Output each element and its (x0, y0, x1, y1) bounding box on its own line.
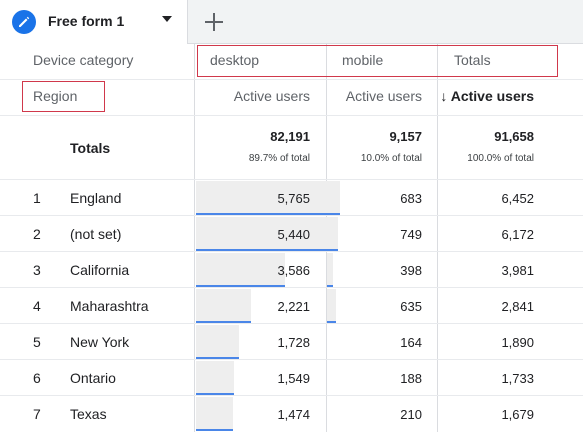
totals-label: Totals (70, 140, 111, 156)
desktop-value: 5,440 (277, 227, 310, 242)
row-divider (0, 323, 583, 324)
desktop-bar (196, 253, 285, 286)
desktop-bar (196, 217, 331, 250)
mobile-value: 188 (400, 371, 422, 386)
plus-icon[interactable] (198, 6, 230, 38)
mobile-bar-underline (327, 285, 333, 287)
desktop-value: 1,549 (277, 371, 310, 386)
total-value: 3,981 (501, 263, 534, 278)
row-index: 7 (33, 406, 41, 422)
column-mobile[interactable]: mobile (342, 52, 384, 68)
pencil-icon (12, 10, 36, 34)
mobile-bar-underline (327, 213, 340, 215)
total-value: 6,452 (501, 191, 534, 206)
desktop-value: 2,221 (277, 299, 310, 314)
column-desktop[interactable]: desktop (210, 52, 260, 68)
row-index: 5 (33, 334, 41, 350)
column-divider (437, 44, 438, 432)
column-divider (194, 44, 195, 432)
totals-grand: 91,658 (494, 129, 534, 144)
totals-mobile: 9,157 (389, 129, 422, 144)
row-divider (0, 287, 583, 288)
totals-desktop: 82,191 (270, 129, 310, 144)
metric-header-desktop[interactable]: Active users (233, 88, 310, 104)
region-name: Maharashtra (70, 298, 149, 314)
row-index: 4 (33, 298, 41, 314)
sort-arrow-icon: ↓ (440, 88, 448, 104)
desktop-value: 1,474 (277, 407, 310, 422)
column-totals[interactable]: Totals (454, 52, 491, 68)
row-divider (0, 115, 583, 116)
total-value: 2,841 (501, 299, 534, 314)
mobile-bar (327, 181, 340, 214)
totals-desktop-percent: 89.7% of total (248, 153, 310, 164)
tab-free-form-1[interactable]: Free form 1 (0, 0, 188, 44)
row-index: 3 (33, 262, 41, 278)
total-value: 1,679 (501, 407, 534, 422)
dimension-label: Device category (33, 52, 134, 68)
row-divider (0, 215, 583, 216)
mobile-value: 635 (400, 299, 422, 314)
desktop-value: 5,765 (277, 191, 310, 206)
desktop-bar (196, 181, 339, 214)
tab-bar: Free form 1 (0, 0, 583, 44)
chevron-down-icon[interactable] (162, 16, 172, 22)
mobile-value: 164 (400, 335, 422, 350)
mobile-value: 210 (400, 407, 422, 422)
region-highlight (22, 81, 105, 112)
total-value: 1,733 (501, 371, 534, 386)
total-value: 1,890 (501, 335, 534, 350)
desktop-bar-underline (196, 249, 331, 251)
mobile-bar (327, 289, 336, 322)
region-name: Ontario (70, 370, 116, 386)
desktop-bar (196, 361, 234, 394)
region-name: (not set) (70, 226, 122, 242)
device-columns-highlight (197, 45, 558, 77)
row-index: 6 (33, 370, 41, 386)
metric-header-totals[interactable]: ↓ Active users (440, 88, 534, 104)
desktop-bar-underline (196, 285, 285, 287)
desktop-bar-underline (196, 393, 234, 395)
row-dimension-label[interactable]: Region (33, 88, 78, 104)
mobile-value: 398 (400, 263, 422, 278)
desktop-bar-underline (196, 321, 251, 323)
row-divider (0, 359, 583, 360)
desktop-bar (196, 325, 239, 358)
total-value: 6,172 (501, 227, 534, 242)
row-divider (0, 395, 583, 396)
region-name: England (70, 190, 122, 206)
desktop-bar (196, 289, 251, 322)
metric-header-mobile[interactable]: Active users (345, 88, 422, 104)
mobile-bar (327, 217, 338, 250)
desktop-value: 3,586 (277, 263, 310, 278)
row-divider (0, 179, 583, 180)
row-divider (0, 251, 583, 252)
tab-title: Free form 1 (48, 13, 125, 29)
desktop-bar-underline (196, 429, 233, 431)
totals-grand-percent: 100.0% of total (467, 153, 534, 164)
row-divider (0, 79, 583, 80)
mobile-value: 683 (400, 191, 422, 206)
mobile-bar (327, 253, 333, 286)
row-index: 2 (33, 226, 41, 242)
mobile-bar-underline (327, 249, 338, 251)
region-name: Texas (70, 406, 107, 422)
region-name: New York (70, 334, 130, 350)
metric-header-totals-label: Active users (450, 88, 534, 104)
row-index: 1 (33, 190, 41, 206)
totals-mobile-percent: 10.0% of total (360, 153, 422, 164)
mobile-value: 749 (400, 227, 422, 242)
region-name: California (70, 262, 130, 278)
mobile-bar-underline (327, 321, 336, 323)
desktop-bar-underline (196, 357, 239, 359)
desktop-bar-underline (196, 213, 339, 215)
desktop-value: 1,728 (277, 335, 310, 350)
desktop-bar (196, 397, 233, 430)
